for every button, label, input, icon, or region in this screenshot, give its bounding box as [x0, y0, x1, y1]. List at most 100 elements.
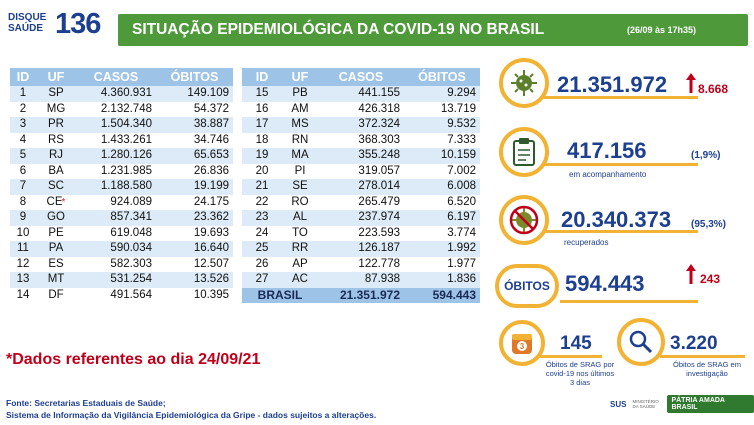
col-uf: UF: [36, 68, 76, 86]
recovered-pct: (95,3%): [691, 219, 727, 230]
table-row: 24 TO 223.593 3.774: [242, 225, 480, 241]
monitoring-badge: [499, 127, 549, 177]
states-table-right: ID UF CASOS ÓBITOS 15 PB 441.155 9.294 16 AM 4…: [242, 68, 480, 303]
cell-cases: 619.048: [76, 225, 156, 241]
cell-uf: MS: [282, 117, 318, 133]
table-row: 14 DF 491.564 10.395: [10, 287, 233, 303]
cell-uf: RN: [282, 132, 318, 148]
cell-cases: 319.057: [318, 163, 404, 179]
total-cases: 21.351.972: [318, 287, 404, 303]
srag-investigation-label: Óbitos de SRAG em investigação: [673, 360, 741, 378]
cell-deaths: 26.836: [156, 163, 233, 179]
cell-deaths: 1.977: [404, 256, 480, 272]
cell-id: 9: [10, 210, 36, 226]
cell-uf: PR: [36, 117, 76, 133]
cell-id: 6: [10, 163, 36, 179]
table-row: 25 RR 126.187 1.992: [242, 241, 480, 257]
deaths-total: 594.443: [565, 271, 645, 296]
col-cases: CASOS: [318, 68, 404, 86]
cell-uf: SC: [36, 179, 76, 195]
accent-bar: [530, 96, 698, 99]
cell-uf: DF: [36, 287, 76, 303]
update-date: (26/09 às 17h35): [627, 25, 697, 35]
srag-recent-total: 145: [560, 333, 592, 354]
disque-saude-logo: DISQUE SAÚDE 136: [8, 8, 108, 44]
cell-deaths: 6.520: [404, 194, 480, 210]
cell-uf: MA: [282, 148, 318, 164]
table-body: 15 PB 441.155 9.294 16 AM 426.318 13.719 17 MS 372…: [242, 86, 480, 303]
table-row: 6 BA 1.231.985 26.836: [10, 163, 233, 179]
cell-id: 4: [10, 132, 36, 148]
table-row: 5 RJ 1.280.126 65.653: [10, 148, 233, 164]
accent-bar: [660, 355, 745, 358]
cell-id: 13: [10, 272, 36, 288]
cell-cases: 582.303: [76, 256, 156, 272]
cell-uf: CE*: [36, 194, 76, 210]
cell-uf: GO: [36, 210, 76, 226]
title-bar: SITUAÇÃO EPIDEMIOLÓGICA DA COVID-19 NO B…: [118, 14, 748, 46]
cell-deaths: 10.159: [404, 148, 480, 164]
source-line-2: Sistema de Informação da Vigilância Epid…: [6, 410, 377, 420]
table-row: 17 MS 372.324 9.532: [242, 117, 480, 133]
cell-id: 10: [10, 225, 36, 241]
cell-cases: 278.014: [318, 179, 404, 195]
government-logo: PÁTRIA AMADA BRASIL: [667, 395, 754, 413]
cell-uf: AL: [282, 210, 318, 226]
cell-id: 16: [242, 101, 282, 117]
cell-id: 7: [10, 179, 36, 195]
table-row: 21 SE 278.014 6.008: [242, 179, 480, 195]
data-reference-note: *Dados referentes ao dia 24/09/21: [6, 351, 261, 368]
monitoring-pct: (1,9%): [691, 150, 721, 161]
cell-cases: 1.188.580: [76, 179, 156, 195]
cases-total: 21.351.972: [557, 72, 668, 97]
table-row: 23 AL 237.974 6.197: [242, 210, 480, 226]
cell-uf: PE: [36, 225, 76, 241]
cell-cases: 368.303: [318, 132, 404, 148]
cell-id: 26: [242, 256, 282, 272]
table-row: 10 PE 619.048 19.693: [10, 225, 233, 241]
logo-number: 136: [55, 8, 101, 40]
cell-uf: AC: [282, 272, 318, 288]
table-row: 8 CE* 924.089 24.175: [10, 194, 233, 210]
cell-id: 19: [242, 148, 282, 164]
cases-badge: [499, 58, 549, 108]
cell-uf: PB: [282, 86, 318, 102]
cases-new: 8.668: [698, 82, 729, 96]
cell-id: 12: [10, 256, 36, 272]
recovered-virus-icon: [509, 205, 539, 235]
virus-icon: [511, 70, 537, 96]
table-row: 22 RO 265.479 6.520: [242, 194, 480, 210]
table-row: 12 ES 582.303 12.507: [10, 256, 233, 272]
cell-deaths: 19.693: [156, 225, 233, 241]
cell-cases: 87.938: [318, 272, 404, 288]
cell-id: 23: [242, 210, 282, 226]
cell-deaths: 65.653: [156, 148, 233, 164]
cell-id: 5: [10, 148, 36, 164]
table-row: 19 MA 355.248 10.159: [242, 148, 480, 164]
srag-investigation-badge: [617, 318, 665, 366]
cell-uf: SP: [36, 86, 76, 102]
cell-cases: 426.318: [318, 101, 404, 117]
source-line-1: Fonte: Secretarias Estaduais de Saúde;: [6, 398, 166, 408]
clipboard-icon: [513, 138, 535, 166]
cell-cases: 237.974: [318, 210, 404, 226]
accent-bar: [530, 230, 698, 233]
footer-logos: SUS MINISTÉRIO DA SAÚDE PÁTRIA AMADA BRA…: [610, 395, 754, 413]
cell-id: 15: [242, 86, 282, 102]
source-text: Fonte: Secretarias Estaduais de Saúde; S…: [6, 397, 376, 421]
page-title: SITUAÇÃO EPIDEMIOLÓGICA DA COVID-19 NO B…: [132, 21, 545, 38]
table-row: 15 PB 441.155 9.294: [242, 86, 480, 102]
total-deaths: 594.443: [404, 287, 480, 303]
col-deaths: ÓBITOS: [156, 68, 233, 86]
table-row: 13 MT 531.254 13.526: [10, 272, 233, 288]
cell-cases: 265.479: [318, 194, 404, 210]
calendar-icon: 3: [512, 334, 532, 354]
cell-deaths: 9.532: [404, 117, 480, 133]
cell-deaths: 19.199: [156, 179, 233, 195]
cell-cases: 2.132.748: [76, 101, 156, 117]
cell-id: 25: [242, 241, 282, 257]
states-table-left: ID UF CASOS ÓBITOS 1 SP 4.360.931 149.109 2 M…: [10, 68, 233, 303]
total-label: BRASIL: [242, 287, 318, 303]
cell-deaths: 10.395: [156, 287, 233, 303]
accent-bar: [537, 355, 602, 358]
